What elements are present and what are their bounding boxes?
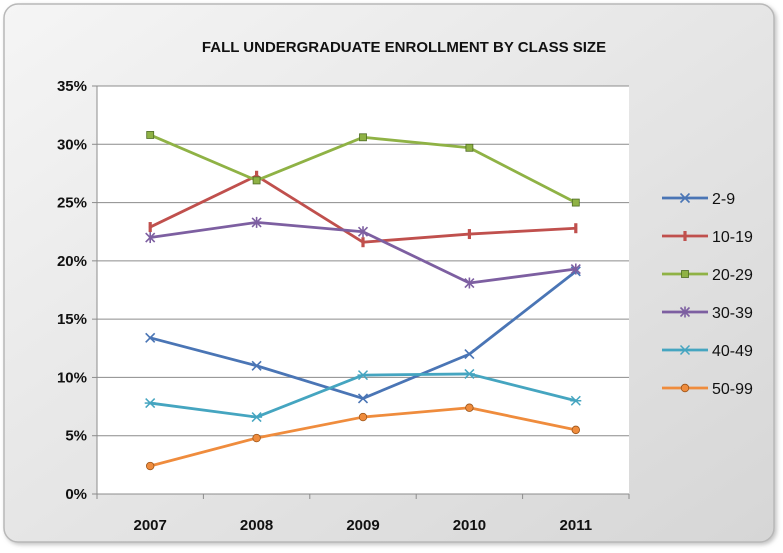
y-tick-label: 20% <box>57 253 87 270</box>
legend-item: 50-99 <box>662 381 753 398</box>
data-point <box>251 412 263 423</box>
legend-label: 2-9 <box>712 191 735 208</box>
y-tick-label: 25% <box>57 195 87 212</box>
x-tick-label: 2008 <box>240 517 273 534</box>
y-axis-ticks: 0% 5% 10% 15% 20% 25% 30% 35% <box>57 78 97 503</box>
y-tick-label: 15% <box>57 311 87 328</box>
series-50-99 <box>145 403 580 471</box>
data-point <box>359 133 367 142</box>
plot-area <box>97 86 629 494</box>
y-tick-label: 10% <box>57 369 87 386</box>
legend-marker <box>679 192 691 204</box>
series-20-29 <box>146 131 580 207</box>
legend-item: 30-39 <box>662 305 753 322</box>
data-point <box>361 237 365 248</box>
series-10-19 <box>148 170 578 248</box>
data-point <box>464 349 475 360</box>
x-tick-label: 2010 <box>453 517 486 534</box>
legend-item: 40-49 <box>662 343 753 360</box>
legend-marker <box>679 344 691 356</box>
data-point <box>357 393 369 404</box>
gridlines <box>97 85 629 437</box>
data-point <box>145 461 155 471</box>
data-point <box>144 398 156 409</box>
legend-marker <box>683 231 687 241</box>
data-point <box>467 229 471 240</box>
data-point <box>465 143 474 152</box>
legend-item: 10-19 <box>662 229 753 246</box>
axes <box>96 86 629 495</box>
data-point <box>146 131 155 139</box>
data-point <box>251 216 262 228</box>
data-point <box>574 223 578 234</box>
data-point <box>570 395 582 406</box>
legend-label: 30-39 <box>712 305 753 322</box>
x-tick-label: 2009 <box>346 517 379 534</box>
x-tick-label: 2011 <box>560 517 593 534</box>
y-tick-label: 0% <box>65 486 87 503</box>
series-group <box>144 131 582 471</box>
y-tick-label: 30% <box>57 136 87 153</box>
data-point <box>252 433 261 443</box>
legend-marker <box>680 383 690 393</box>
data-point <box>571 425 580 435</box>
data-point <box>148 222 152 233</box>
data-point <box>255 170 259 181</box>
data-point <box>252 176 261 185</box>
legend-label: 40-49 <box>712 343 753 360</box>
chart-title: FALL UNDERGRADUATE ENROLLMENT BY CLASS S… <box>202 39 606 56</box>
legend-marker <box>679 306 691 318</box>
data-point <box>571 198 580 207</box>
legend-item: 2-9 <box>662 191 735 208</box>
legend-label: 20-29 <box>712 267 753 284</box>
y-tick-label: 35% <box>57 78 87 95</box>
data-point <box>251 360 262 371</box>
data-point <box>145 332 156 343</box>
data-point <box>358 412 368 422</box>
x-axis-ticks: 2007 2008 2009 2010 2011 <box>96 494 630 534</box>
legend-label: 10-19 <box>712 229 753 246</box>
data-point <box>357 370 369 381</box>
data-point <box>463 368 475 379</box>
series-30-39 <box>145 216 581 289</box>
data-point <box>465 403 474 412</box>
x-tick-label: 2007 <box>134 517 167 534</box>
legend-item: 20-29 <box>662 267 753 284</box>
data-point <box>145 232 156 244</box>
legend-label: 50-99 <box>712 381 753 398</box>
series-40-49 <box>144 368 582 423</box>
legend-marker <box>681 270 689 278</box>
y-tick-label: 5% <box>65 428 87 445</box>
legend: 2-9 10-19 20-29 30-39 40-49 50-99 <box>662 191 753 398</box>
data-point <box>570 263 581 275</box>
data-point <box>357 226 369 238</box>
data-point <box>464 277 475 289</box>
